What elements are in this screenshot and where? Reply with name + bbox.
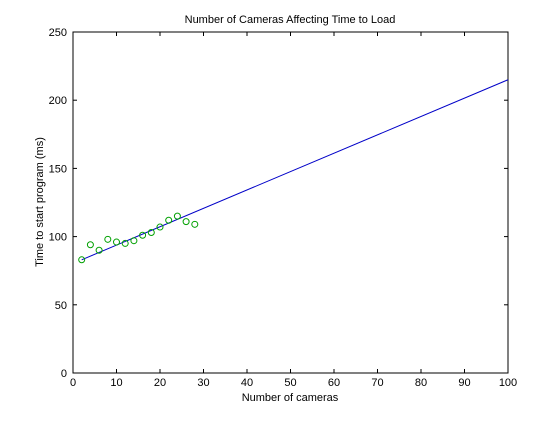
x-axis-label: Number of cameras — [242, 392, 339, 404]
data-point — [173, 212, 181, 220]
x-tick-label: 70 — [371, 377, 383, 389]
x-tick-label: 30 — [197, 377, 209, 389]
x-tick-label: 50 — [284, 377, 296, 389]
data-point — [95, 246, 103, 254]
data-point — [104, 235, 112, 243]
y-tick-label: 150 — [49, 163, 67, 175]
x-tick-label: 20 — [154, 377, 166, 389]
x-tick-label: 80 — [415, 377, 427, 389]
y-tick-label: 250 — [49, 27, 67, 39]
x-tick-label: 40 — [241, 377, 253, 389]
data-point — [191, 220, 199, 228]
x-tick-label: 90 — [458, 377, 470, 389]
data-point — [130, 237, 138, 245]
y-tick-label: 0 — [61, 368, 67, 380]
plot-frame — [72, 31, 509, 374]
y-tick-label: 200 — [49, 95, 67, 107]
data-point — [78, 256, 86, 264]
chart-title: Number of Cameras Affecting Time to Load — [185, 14, 396, 26]
data-point — [139, 231, 147, 239]
data-point — [113, 238, 120, 246]
y-tick-label: 50 — [55, 300, 67, 312]
x-tick-label: 10 — [110, 377, 122, 389]
plot-area: 0 10 20 30 40 50 60 70 80 90 100 0 50 100 150 200 250 — [49, 27, 518, 389]
data-point — [86, 241, 94, 249]
data-point — [121, 239, 129, 247]
data-point — [156, 223, 164, 231]
y-axis-label: Time to start program (ms) — [34, 137, 46, 267]
data-point — [147, 229, 155, 237]
x-tick-label: 60 — [328, 377, 340, 389]
data-point — [165, 216, 173, 224]
data-point — [182, 218, 190, 226]
fit-line — [81, 79, 509, 261]
y-tick-label: 100 — [49, 232, 67, 244]
x-tick-label: 0 — [70, 377, 76, 389]
x-tick-label: 100 — [499, 377, 517, 389]
